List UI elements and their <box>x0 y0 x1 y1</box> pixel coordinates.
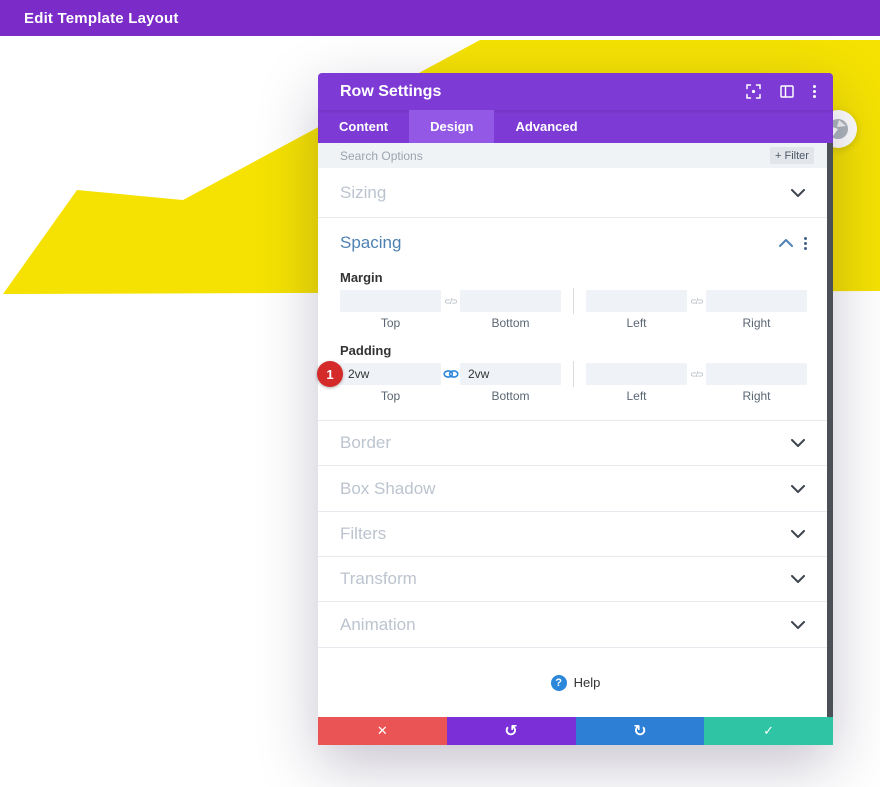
filter-button[interactable]: + Filter <box>770 147 814 164</box>
margin-label: Margin <box>340 270 383 285</box>
chevron-down-icon <box>791 188 805 197</box>
modal-tabbar: Content Design Advanced <box>318 110 833 143</box>
undo-button[interactable]: ↺ <box>446 717 576 745</box>
field-label-left: Left <box>626 389 647 403</box>
section-transform[interactable]: Transform <box>318 557 833 602</box>
unlink-icon[interactable]: ⊂/⊃ <box>687 370 706 379</box>
modal-body: + Filter Sizing Spacing Margin <box>317 143 833 717</box>
field-label-left: Left <box>626 316 647 330</box>
section-border-title: Border <box>340 433 392 452</box>
section-sizing-title: Sizing <box>340 182 387 202</box>
redo-button[interactable]: ↻ <box>575 717 705 745</box>
field-label-top: Top <box>380 389 401 403</box>
section-box-shadow[interactable]: Box Shadow <box>318 466 833 512</box>
save-button[interactable]: ✓ <box>704 717 833 745</box>
check-icon: ✓ <box>763 723 775 739</box>
padding-field-labels: Top Bottom Left Right <box>318 389 833 403</box>
section-sizing[interactable]: Sizing <box>318 168 833 218</box>
section-border[interactable]: Border <box>318 421 833 466</box>
modal-footer: ✕ ↺ ↻ ✓ <box>318 717 833 745</box>
unlink-icon[interactable]: ⊂/⊃ <box>441 297 460 306</box>
section-animation[interactable]: Animation <box>318 602 833 648</box>
padding-label: Padding <box>340 343 392 358</box>
tab-content[interactable]: Content <box>318 110 409 143</box>
chevron-down-icon <box>791 620 805 629</box>
modal-header-actions <box>746 84 816 99</box>
section-spacing: Spacing Margin ⊂/⊃ ⊂/⊃ <box>317 218 833 421</box>
section-animation-title: Animation <box>340 614 416 634</box>
field-label-bottom: Bottom <box>491 389 530 403</box>
margin-field-labels: Top Bottom Left Right <box>318 316 833 330</box>
section-box-shadow-title: Box Shadow <box>340 478 436 498</box>
section-transform-title: Transform <box>340 569 417 588</box>
field-label-bottom: Bottom <box>491 316 530 330</box>
help-icon: ? <box>550 674 567 691</box>
modal-title: Row Settings <box>340 82 442 100</box>
help-link[interactable]: Help <box>573 675 601 690</box>
tab-design[interactable]: Design <box>409 110 495 143</box>
redo-icon: ↻ <box>633 721 647 740</box>
modal-scrollbar[interactable] <box>827 143 833 717</box>
tab-advanced[interactable]: Advanced <box>494 110 598 143</box>
section-spacing-title: Spacing <box>340 233 402 252</box>
padding-top-input[interactable] <box>340 363 441 385</box>
chevron-down-icon <box>791 484 805 493</box>
padding-right-input[interactable] <box>706 363 807 385</box>
help-row: ? Help <box>318 648 833 717</box>
kebab-menu-icon[interactable] <box>813 85 816 98</box>
page-title: Edit Template Layout <box>24 9 179 27</box>
close-icon: ✕ <box>376 723 388 739</box>
section-filters-title: Filters <box>340 524 387 543</box>
margin-right-input[interactable] <box>706 290 807 312</box>
discard-button[interactable]: ✕ <box>318 717 447 745</box>
top-admin-bar: Edit Template Layout <box>0 0 880 36</box>
margin-top-input[interactable] <box>340 290 441 312</box>
field-label-right: Right <box>742 316 771 330</box>
search-input[interactable] <box>340 148 770 163</box>
annotation-badge: 1 <box>317 361 343 387</box>
margin-bottom-input[interactable] <box>460 290 561 312</box>
modal-header: Row Settings <box>318 73 833 110</box>
chevron-down-icon <box>791 530 805 538</box>
unlink-icon[interactable]: ⊂/⊃ <box>687 297 706 306</box>
expand-modal-icon[interactable] <box>746 84 761 99</box>
field-group-divider <box>573 288 574 314</box>
field-group-divider <box>573 361 574 387</box>
section-spacing-header[interactable]: Spacing <box>318 218 833 268</box>
row-settings-modal: Row Settings Content Design A <box>317 73 833 745</box>
field-label-right: Right <box>742 389 771 403</box>
link-icon[interactable] <box>441 369 460 379</box>
spacing-options-kebab-icon[interactable] <box>804 236 807 250</box>
padding-left-input[interactable] <box>586 363 687 385</box>
section-filters[interactable]: Filters <box>318 512 833 557</box>
margin-left-input[interactable] <box>586 290 687 312</box>
split-view-icon[interactable] <box>780 85 794 98</box>
padding-bottom-input[interactable] <box>460 363 561 385</box>
chevron-up-icon[interactable] <box>779 239 793 247</box>
chevron-down-icon <box>791 439 805 447</box>
padding-fields-row: 1 ⊂/⊃ <box>317 361 833 387</box>
undo-icon: ↺ <box>504 721 518 740</box>
search-options-bar: + Filter <box>318 143 833 168</box>
chevron-down-icon <box>791 575 805 583</box>
field-label-top: Top <box>380 316 401 330</box>
margin-fields-row: ⊂/⊃ ⊂/⊃ <box>318 288 833 314</box>
